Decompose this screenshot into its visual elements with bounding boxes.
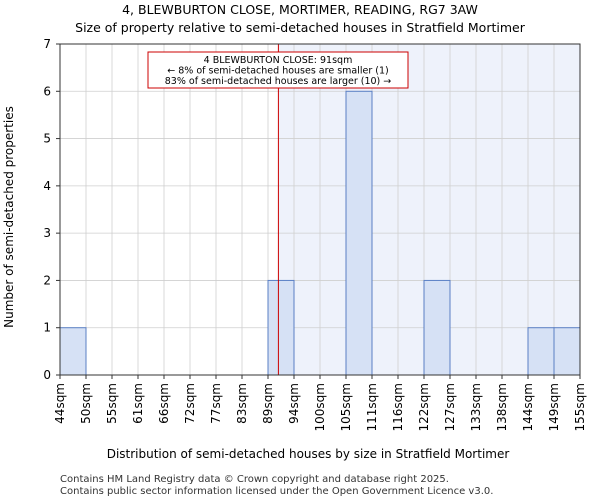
grid bbox=[59, 43, 581, 376]
y-ticks: 0 1 2 3 4 5 6 7 bbox=[43, 37, 60, 382]
marker-annotation: 4 BLEWBURTON CLOSE: 91sqm ← 8% of semi-d… bbox=[147, 51, 409, 89]
x-tick-label: 105sqm bbox=[339, 383, 353, 431]
x-ticks: 44sqm 50sqm 55sqm 61sqm 66sqm 72sqm 77sqm 83sqm… bbox=[53, 375, 587, 431]
x-tick-label: 138sqm bbox=[495, 383, 509, 431]
x-tick-label: 55sqm bbox=[105, 383, 119, 424]
x-tick-label: 77sqm bbox=[209, 383, 223, 424]
x-tick-label: 144sqm bbox=[521, 383, 535, 431]
footer-line-2: Contains public sector information licen… bbox=[60, 486, 493, 497]
bar bbox=[553, 327, 581, 376]
x-tick-label: 111sqm bbox=[365, 383, 379, 431]
x-tick-label: 100sqm bbox=[313, 383, 327, 431]
y-tick-label: 7 bbox=[43, 37, 51, 51]
x-tick-label: 133sqm bbox=[469, 383, 483, 431]
chart-title: 4, BLEWBURTON CLOSE, MORTIMER, READING, … bbox=[122, 2, 478, 17]
x-tick-label: 155sqm bbox=[573, 383, 587, 431]
x-tick-label: 127sqm bbox=[443, 383, 457, 431]
x-tick-label: 122sqm bbox=[417, 383, 431, 431]
y-tick-label: 1 bbox=[43, 321, 51, 335]
x-tick-label: 50sqm bbox=[79, 383, 93, 424]
x-axis-label: Distribution of semi-detached houses by … bbox=[107, 447, 510, 461]
annotation-box bbox=[147, 51, 409, 89]
x-tick-label: 83sqm bbox=[235, 383, 249, 424]
bars bbox=[59, 90, 581, 376]
annotation-line: 83% of semi-detached houses are larger (… bbox=[165, 76, 392, 87]
x-tick-label: 61sqm bbox=[131, 383, 145, 424]
y-tick-label: 5 bbox=[43, 132, 51, 146]
y-tick-label: 2 bbox=[43, 273, 51, 287]
x-tick-label: 66sqm bbox=[157, 383, 171, 424]
bar bbox=[345, 90, 373, 376]
y-axis-label: Number of semi-detached properties bbox=[2, 106, 16, 328]
bar bbox=[59, 327, 87, 376]
x-tick-label: 116sqm bbox=[391, 383, 405, 431]
y-tick-label: 6 bbox=[43, 84, 51, 98]
x-tick-label: 89sqm bbox=[261, 383, 275, 424]
x-tick-label: 44sqm bbox=[53, 383, 67, 424]
x-tick-label: 94sqm bbox=[287, 383, 301, 424]
y-tick-label: 4 bbox=[43, 179, 51, 193]
x-tick-label: 72sqm bbox=[183, 383, 197, 424]
bar bbox=[527, 327, 555, 376]
annotation-line: ← 8% of semi-detached houses are smaller… bbox=[167, 66, 388, 77]
y-tick-label: 3 bbox=[43, 226, 51, 240]
bar bbox=[267, 279, 295, 376]
footer-line-1: Contains HM Land Registry data © Crown c… bbox=[60, 474, 449, 485]
chart-subtitle: Size of property relative to semi-detach… bbox=[75, 20, 526, 35]
y-tick-label: 0 bbox=[43, 368, 51, 382]
x-tick-label: 149sqm bbox=[547, 383, 561, 431]
annotation-line: 4 BLEWBURTON CLOSE: 91sqm bbox=[204, 55, 353, 66]
bar bbox=[423, 279, 451, 376]
